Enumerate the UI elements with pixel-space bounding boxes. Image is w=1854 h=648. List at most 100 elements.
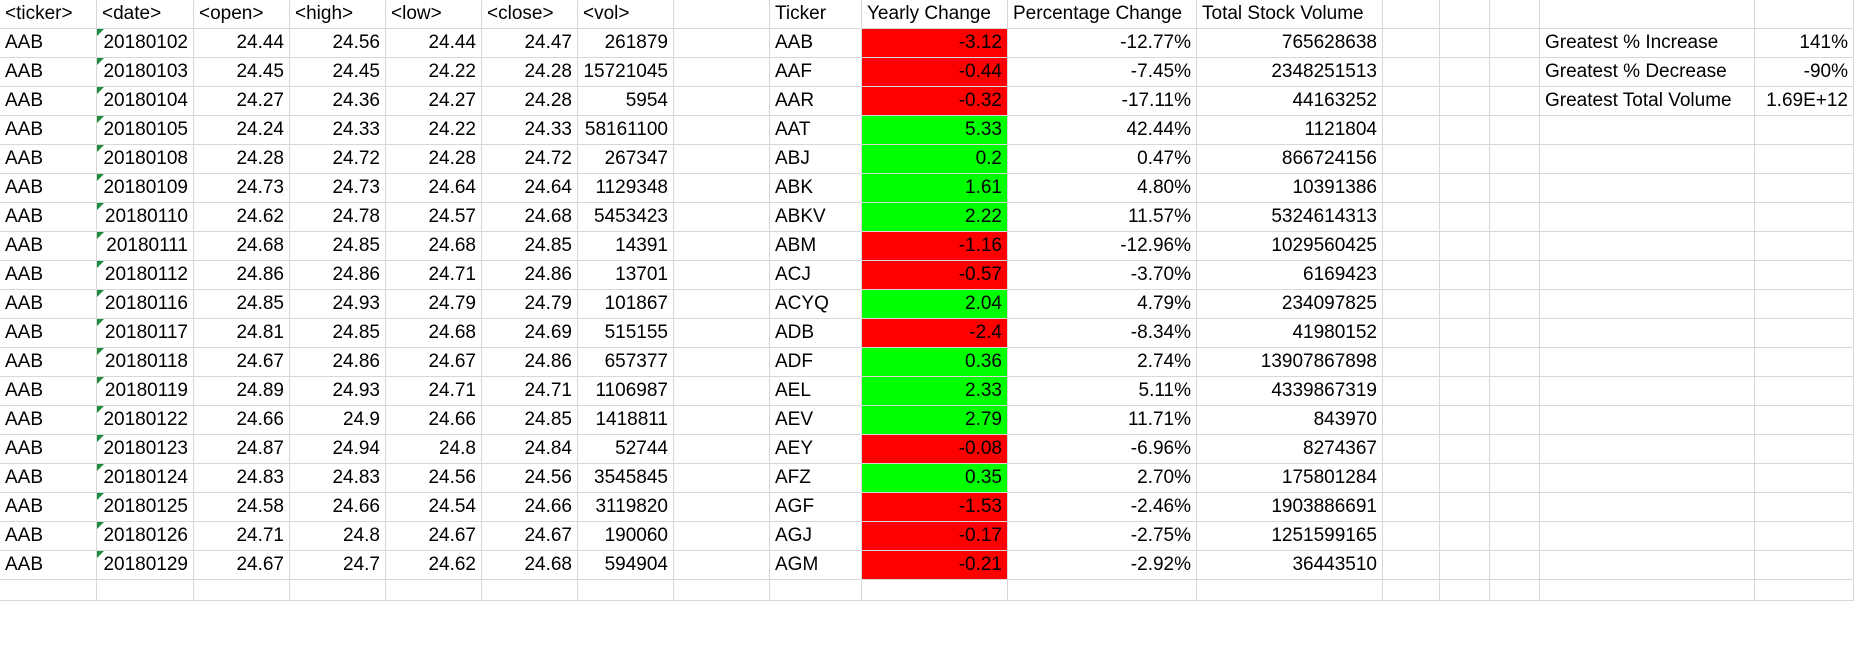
total-volume-cell[interactable]: 866724156 bbox=[1197, 145, 1383, 174]
empty-cell[interactable] bbox=[1490, 261, 1540, 290]
yearly-change-cell[interactable]: 2.22 bbox=[862, 203, 1008, 232]
empty-cell[interactable] bbox=[1490, 551, 1540, 580]
raw-data-cell[interactable]: 594904 bbox=[578, 551, 674, 580]
empty-cell[interactable] bbox=[674, 493, 770, 522]
number-stored-as-text-marker-icon[interactable] bbox=[97, 551, 104, 558]
empty-cell[interactable] bbox=[1755, 464, 1854, 493]
percentage-change-cell[interactable]: 5.11% bbox=[1008, 377, 1197, 406]
empty-cell[interactable] bbox=[1490, 464, 1540, 493]
raw-data-cell[interactable]: 24.67 bbox=[194, 348, 290, 377]
summary-ticker-cell[interactable]: AGM bbox=[770, 551, 862, 580]
empty-cell[interactable] bbox=[1383, 551, 1440, 580]
raw-data-cell[interactable]: 24.73 bbox=[194, 174, 290, 203]
summary-ticker-cell[interactable]: ABKV bbox=[770, 203, 862, 232]
empty-cell[interactable] bbox=[1540, 406, 1755, 435]
raw-data-cell[interactable]: 101867 bbox=[578, 290, 674, 319]
date-cell[interactable]: 20180104 bbox=[97, 87, 194, 116]
total-volume-cell[interactable]: 1029560425 bbox=[1197, 232, 1383, 261]
raw-data-cell[interactable]: 24.54 bbox=[386, 493, 482, 522]
raw-data-cell[interactable]: 24.62 bbox=[194, 203, 290, 232]
percentage-change-cell[interactable]: -2.46% bbox=[1008, 493, 1197, 522]
raw-data-cell[interactable]: 24.73 bbox=[290, 174, 386, 203]
yearly-change-cell[interactable]: 5.33 bbox=[862, 116, 1008, 145]
empty-cell[interactable] bbox=[1540, 116, 1755, 145]
number-stored-as-text-marker-icon[interactable] bbox=[97, 87, 104, 94]
greatest-value-cell[interactable]: 141% bbox=[1755, 29, 1854, 58]
date-cell[interactable]: 20180129 bbox=[97, 551, 194, 580]
summary-ticker-cell[interactable]: ABK bbox=[770, 174, 862, 203]
empty-cell[interactable] bbox=[674, 29, 770, 58]
number-stored-as-text-marker-icon[interactable] bbox=[97, 406, 104, 413]
percentage-change-cell[interactable]: -6.96% bbox=[1008, 435, 1197, 464]
date-cell[interactable]: 20180118 bbox=[97, 348, 194, 377]
empty-cell[interactable] bbox=[1490, 87, 1540, 116]
raw-data-cell[interactable]: 24.66 bbox=[386, 406, 482, 435]
empty-cell[interactable] bbox=[1755, 290, 1854, 319]
raw-data-cell[interactable]: 24.94 bbox=[290, 435, 386, 464]
number-stored-as-text-marker-icon[interactable] bbox=[97, 348, 104, 355]
raw-data-cell[interactable]: AAB bbox=[0, 348, 97, 377]
empty-cell[interactable] bbox=[1540, 464, 1755, 493]
empty-cell[interactable] bbox=[1490, 145, 1540, 174]
yearly-change-cell[interactable]: 2.04 bbox=[862, 290, 1008, 319]
date-cell[interactable]: 20180117 bbox=[97, 319, 194, 348]
raw-data-cell[interactable]: 24.71 bbox=[194, 522, 290, 551]
number-stored-as-text-marker-icon[interactable] bbox=[97, 116, 104, 123]
empty-cell[interactable] bbox=[1540, 551, 1755, 580]
empty-cell[interactable] bbox=[674, 348, 770, 377]
empty-cell[interactable] bbox=[1383, 522, 1440, 551]
raw-data-cell[interactable]: 24.66 bbox=[194, 406, 290, 435]
raw-data-cell[interactable]: 24.68 bbox=[482, 551, 578, 580]
empty-cell[interactable] bbox=[1755, 203, 1854, 232]
total-volume-cell[interactable]: 765628638 bbox=[1197, 29, 1383, 58]
empty-cell[interactable] bbox=[1008, 580, 1197, 601]
raw-data-cell[interactable]: AAB bbox=[0, 261, 97, 290]
percentage-change-cell[interactable]: -12.77% bbox=[1008, 29, 1197, 58]
raw-data-cell[interactable]: 24.56 bbox=[290, 29, 386, 58]
raw-data-cell[interactable]: 24.85 bbox=[290, 319, 386, 348]
raw-data-cell[interactable]: 24.24 bbox=[194, 116, 290, 145]
raw-data-cell[interactable]: 13701 bbox=[578, 261, 674, 290]
raw-data-cell[interactable]: 24.8 bbox=[290, 522, 386, 551]
raw-data-cell[interactable]: 24.36 bbox=[290, 87, 386, 116]
raw-data-cell[interactable]: 24.7 bbox=[290, 551, 386, 580]
date-cell[interactable]: 20180112 bbox=[97, 261, 194, 290]
date-cell[interactable]: 20180105 bbox=[97, 116, 194, 145]
percentage-change-cell[interactable]: 11.57% bbox=[1008, 203, 1197, 232]
raw-data-cell[interactable]: 24.71 bbox=[386, 261, 482, 290]
empty-cell[interactable] bbox=[1440, 261, 1490, 290]
empty-cell[interactable] bbox=[1383, 493, 1440, 522]
raw-data-cell[interactable]: 24.22 bbox=[386, 116, 482, 145]
raw-data-cell[interactable]: 24.68 bbox=[194, 232, 290, 261]
raw-data-cell[interactable]: 515155 bbox=[578, 319, 674, 348]
empty-cell[interactable] bbox=[1490, 203, 1540, 232]
raw-data-cell[interactable]: AAB bbox=[0, 377, 97, 406]
empty-cell[interactable] bbox=[1540, 319, 1755, 348]
raw-header-cell[interactable]: <open> bbox=[194, 0, 290, 29]
raw-data-cell[interactable]: AAB bbox=[0, 551, 97, 580]
percentage-change-cell[interactable]: 2.74% bbox=[1008, 348, 1197, 377]
empty-cell[interactable] bbox=[1540, 0, 1755, 29]
percentage-change-cell[interactable]: -12.96% bbox=[1008, 232, 1197, 261]
date-cell[interactable]: 20180103 bbox=[97, 58, 194, 87]
raw-data-cell[interactable]: AAB bbox=[0, 464, 97, 493]
raw-data-cell[interactable]: 24.86 bbox=[290, 261, 386, 290]
raw-data-cell[interactable]: 3119820 bbox=[578, 493, 674, 522]
empty-cell[interactable] bbox=[290, 580, 386, 601]
raw-data-cell[interactable]: 24.68 bbox=[482, 203, 578, 232]
raw-data-cell[interactable]: 24.68 bbox=[386, 319, 482, 348]
empty-cell[interactable] bbox=[1490, 406, 1540, 435]
raw-data-cell[interactable]: 24.87 bbox=[194, 435, 290, 464]
number-stored-as-text-marker-icon[interactable] bbox=[97, 145, 104, 152]
empty-cell[interactable] bbox=[1755, 435, 1854, 464]
percentage-change-cell[interactable]: 11.71% bbox=[1008, 406, 1197, 435]
empty-cell[interactable] bbox=[1755, 145, 1854, 174]
raw-data-cell[interactable]: 24.27 bbox=[194, 87, 290, 116]
empty-cell[interactable] bbox=[1755, 319, 1854, 348]
percentage-change-cell[interactable]: -8.34% bbox=[1008, 319, 1197, 348]
total-volume-cell[interactable]: 1251599165 bbox=[1197, 522, 1383, 551]
summary-ticker-cell[interactable]: ADF bbox=[770, 348, 862, 377]
raw-data-cell[interactable]: 24.44 bbox=[194, 29, 290, 58]
empty-cell[interactable] bbox=[674, 319, 770, 348]
summary-header-cell[interactable]: Percentage Change bbox=[1008, 0, 1197, 29]
